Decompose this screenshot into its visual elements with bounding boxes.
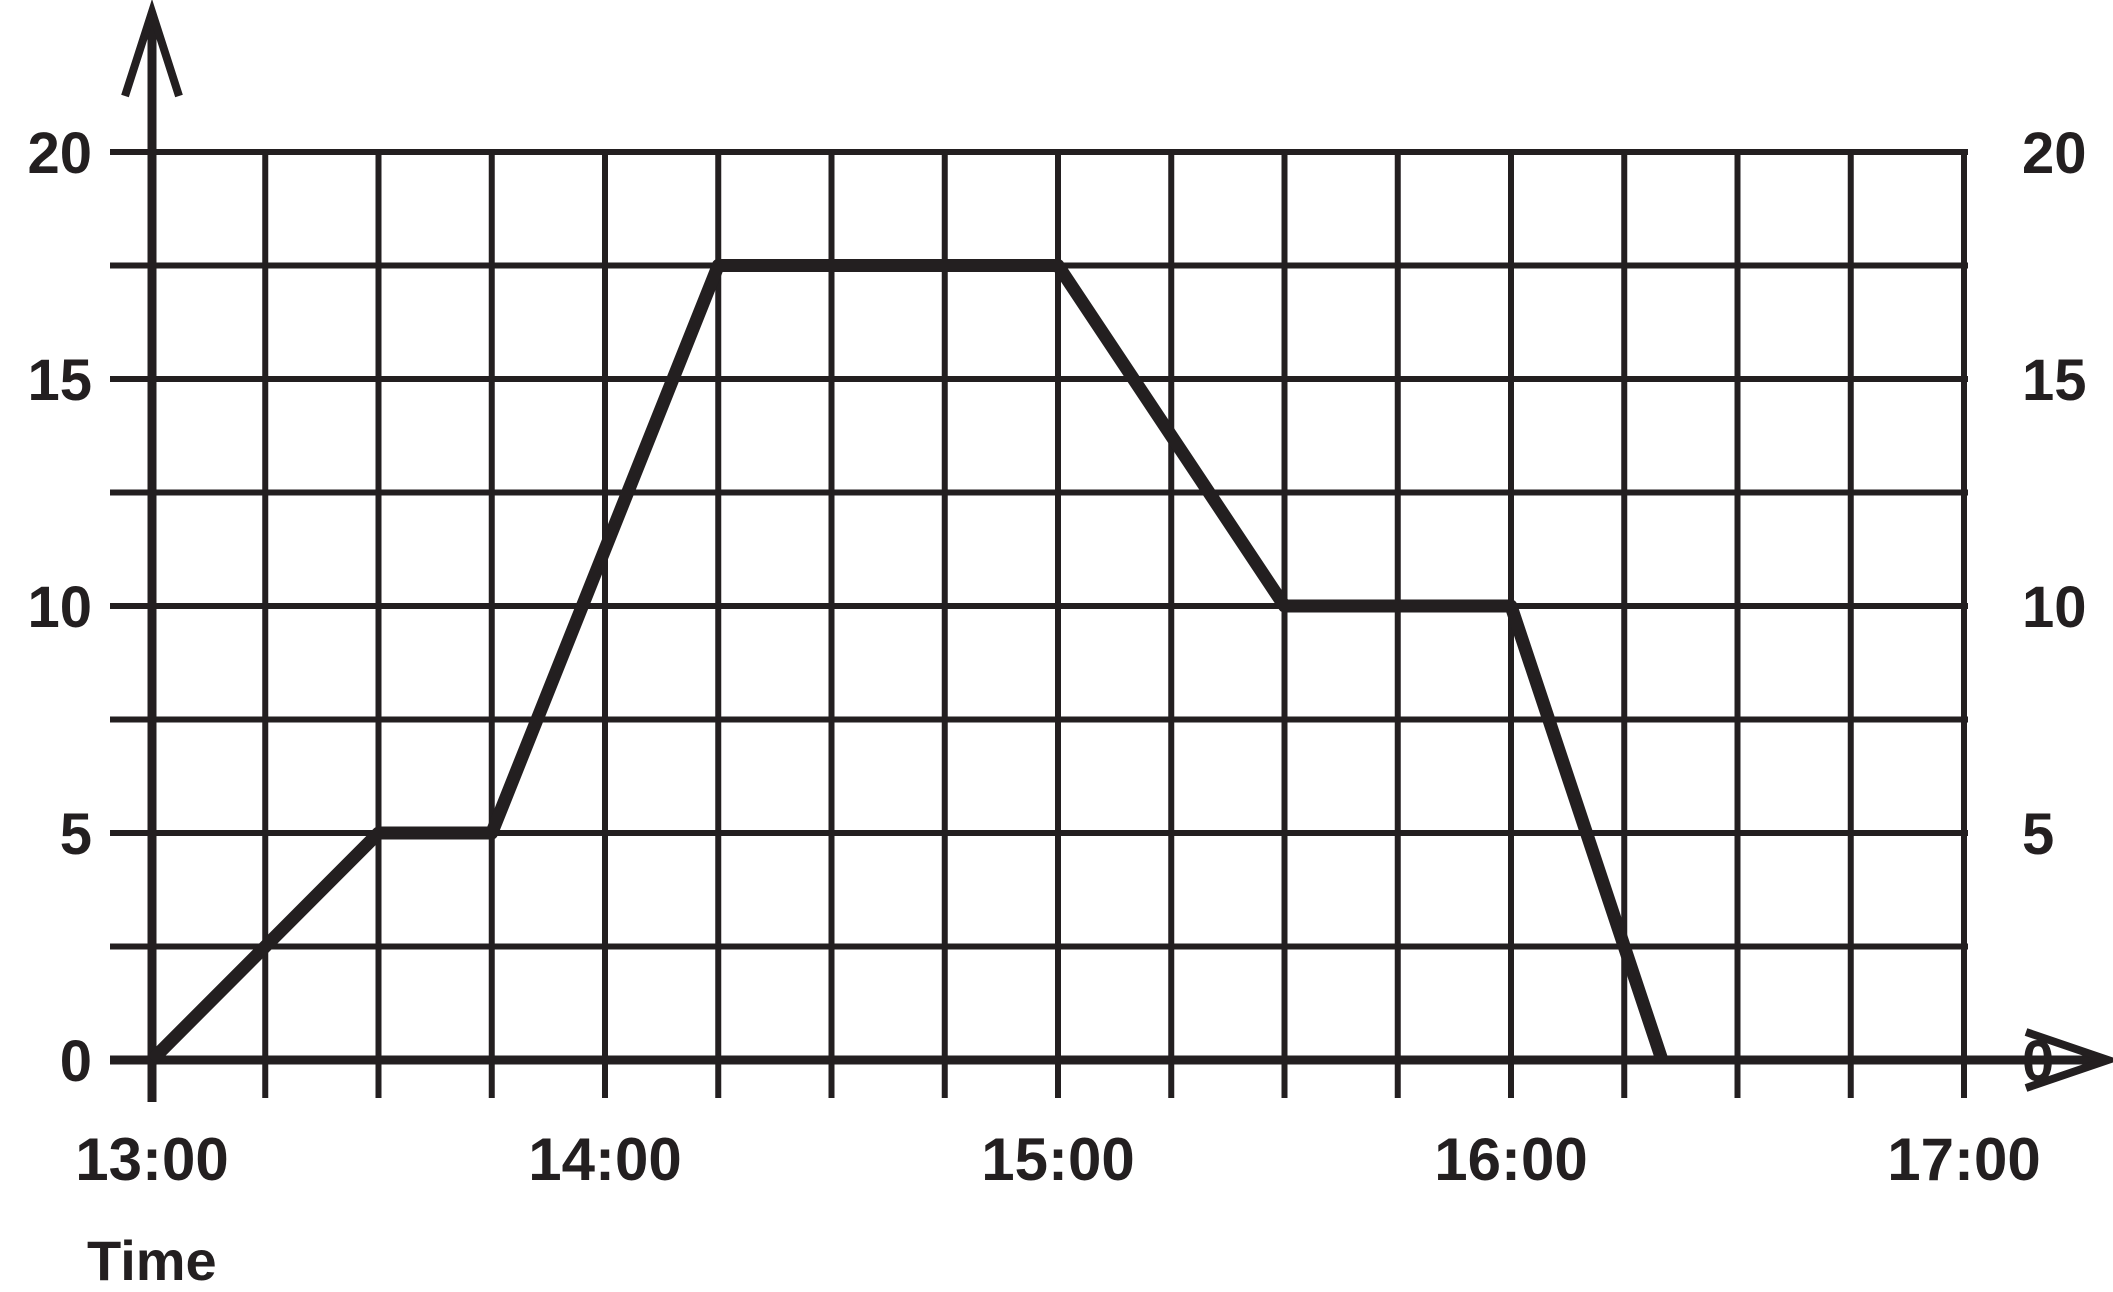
y-tick-label-left: 0 [60,1029,92,1094]
x-tick-label: 15:00 [981,1126,1134,1193]
x-tick-label: 17:00 [1887,1126,2040,1193]
x-tick-label: 16:00 [1434,1126,1587,1193]
x-tick-label: 14:00 [528,1126,681,1193]
series-line [147,259,1669,1065]
series [147,259,1669,1065]
y-axis-arrow [121,0,183,98]
labels: 13:00 14:00 15:00 16:00 17:00 0 0 5 5 10 10 15 15 20 2… [27,121,2086,1193]
grid [110,149,1968,1098]
y-tick-label-left: 15 [27,348,92,413]
x-tick-label: 13:00 [75,1126,228,1193]
y-tick-label-right: 0 [2022,1029,2054,1094]
x-axis-arrow [2024,1028,2113,1092]
y-tick-label-right: 5 [2022,802,2054,867]
y-tick-label-left: 20 [27,121,92,186]
y-tick-label-right: 20 [2022,121,2087,186]
y-tick-label-left: 5 [60,802,92,867]
axes [110,0,2113,1102]
y-tick-label-left: 10 [27,575,92,640]
y-tick-label-right: 15 [2022,348,2087,413]
y-tick-label-right: 10 [2022,575,2087,640]
x-axis-label: Time [87,1229,217,1292]
